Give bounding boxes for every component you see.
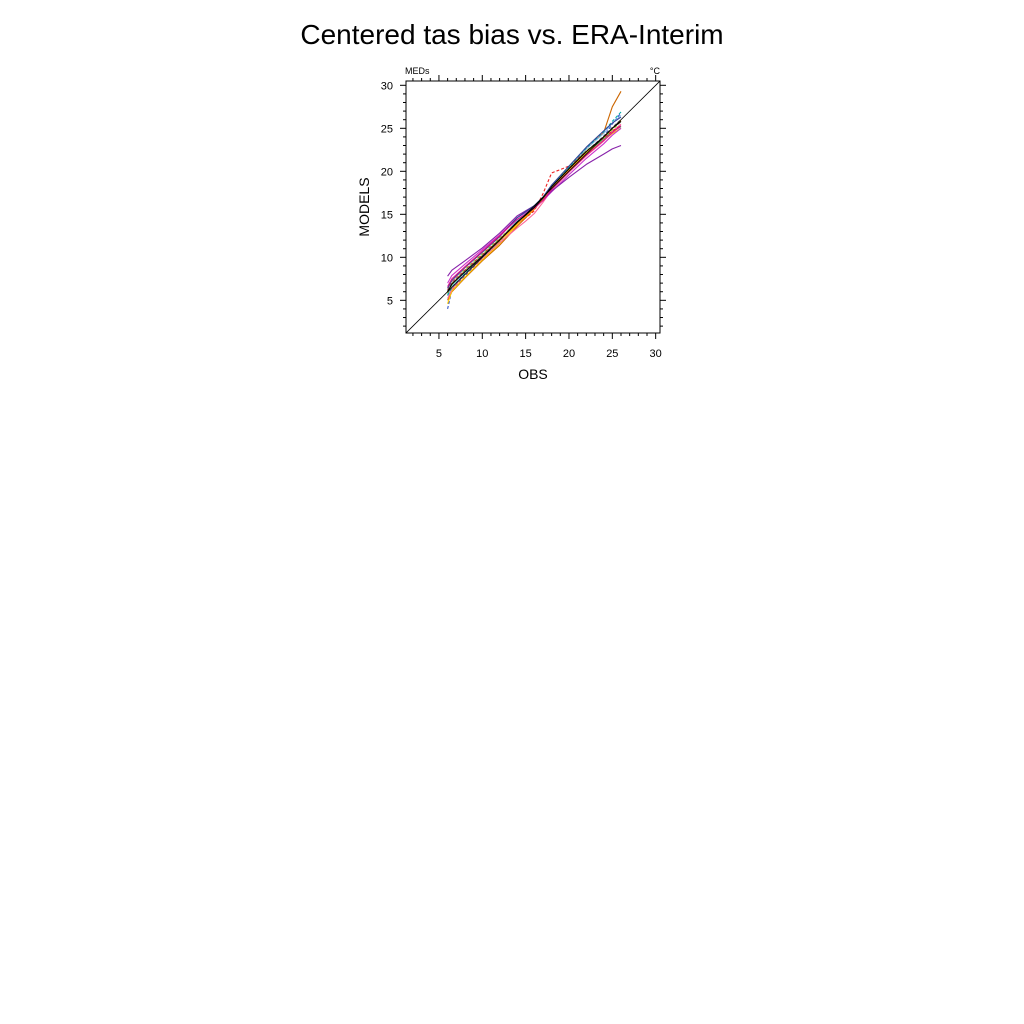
x-tick-label: 20 bbox=[563, 348, 575, 360]
series-line-15 bbox=[447, 125, 622, 287]
x-tick-label: 15 bbox=[520, 348, 532, 360]
x-tick-label: 5 bbox=[436, 348, 442, 360]
x-tick-label: 30 bbox=[650, 348, 662, 360]
x-tick-label: 25 bbox=[606, 348, 618, 360]
series-line-2 bbox=[447, 112, 622, 310]
y-axis-title: MODELS bbox=[356, 177, 372, 236]
x-axis-title: OBS bbox=[518, 366, 548, 382]
series-line-6 bbox=[447, 127, 622, 304]
series-line-16 bbox=[447, 120, 622, 292]
y-tick-label: 30 bbox=[381, 80, 393, 92]
series-line-11 bbox=[447, 111, 622, 296]
left-string: MEDs bbox=[405, 66, 430, 76]
x-tick-label: 10 bbox=[476, 348, 488, 360]
plot-frame bbox=[405, 80, 661, 334]
tick-layer: 5 10 15 20 25 30 5 10 15 20 25 30 bbox=[381, 75, 666, 360]
one-to-one-reference-line bbox=[406, 81, 660, 333]
chart-title: Centered tas bias vs. ERA-Interim bbox=[300, 19, 723, 50]
y-tick-label: 15 bbox=[381, 209, 393, 221]
y-tick-label: 25 bbox=[381, 123, 393, 135]
y-tick-label: 5 bbox=[387, 295, 393, 307]
right-string: °C bbox=[650, 66, 661, 76]
y-tick-label: 20 bbox=[381, 166, 393, 178]
series-layer bbox=[447, 91, 622, 310]
y-tick-label: 10 bbox=[381, 252, 393, 264]
